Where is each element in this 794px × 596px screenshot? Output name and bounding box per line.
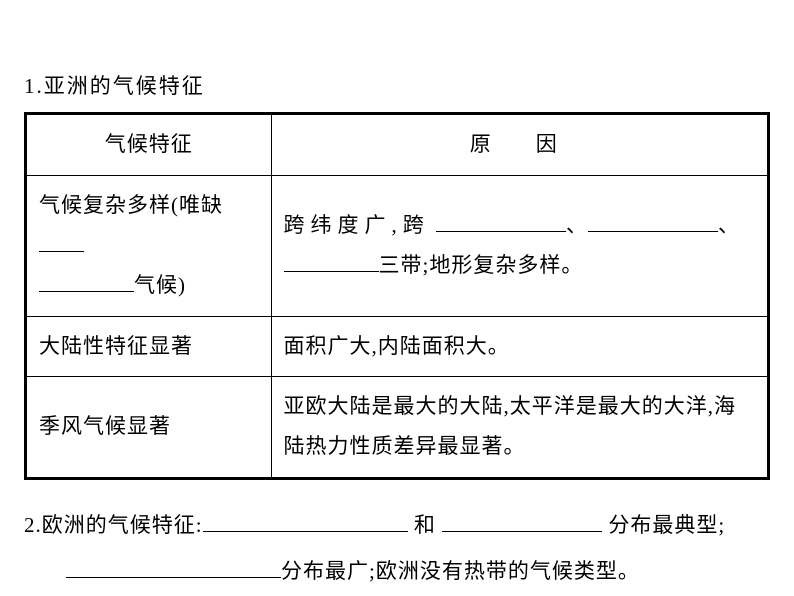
blank-field [588,212,718,232]
reason-cell: 面积广大,内陆面积大。 [271,316,767,377]
feature-text-part1: 气候复杂多样(唯缺 [39,193,223,217]
section2-text-part4: 分布最广;欧洲没有热带的气候类型。 [281,559,640,583]
header-feature: 气候特征 [27,115,272,176]
climate-table: 气候特征 原 因 气候复杂多样(唯缺 气候) 跨纬度广,跨 、 、 三带;地形复杂… [24,112,770,480]
feature-cell: 季风气候显著 [27,377,272,478]
reason-text-part4: 三带;地形复杂多样。 [379,253,584,277]
reason-cell: 亚欧大陆是最大的大陆,太平洋是最大的大洋,海陆热力性质差异最显著。 [271,377,767,478]
section2-paragraph: 2.欧洲的气候特征: 和 分布最典型; 分布最广;欧洲没有热带的气候类型。 [24,502,770,594]
blank-field [436,212,566,232]
reason-text-part1: 跨纬度广,跨 [284,213,430,237]
feature-cell: 大陆性特征显著 [27,316,272,377]
reason-text-part3: 、 [718,213,740,237]
blank-field [442,512,602,532]
table-row: 季风气候显著 亚欧大陆是最大的大陆,太平洋是最大的大洋,海陆热力性质差异最显著。 [27,377,768,478]
reason-text-part2: 、 [566,213,588,237]
section2-text-part3: 分布最典型; [608,513,725,537]
section1-heading: 1.亚洲的气候特征 [24,70,770,100]
blank-field [66,558,281,578]
blank-field [39,272,134,292]
table-row: 气候复杂多样(唯缺 气候) 跨纬度广,跨 、 、 三带;地形复杂多样。 [27,175,768,316]
header-reason: 原 因 [271,115,767,176]
feature-text-part2: 气候) [134,273,186,297]
section2-text-part2: 和 [414,513,436,537]
reason-cell: 跨纬度广,跨 、 、 三带;地形复杂多样。 [271,175,767,316]
blank-field [203,512,408,532]
feature-cell: 气候复杂多样(唯缺 气候) [27,175,272,316]
blank-field [39,232,84,252]
table-header-row: 气候特征 原 因 [27,115,768,176]
table-row: 大陆性特征显著 面积广大,内陆面积大。 [27,316,768,377]
section2-text-part1: 2.欧洲的气候特征: [24,513,203,537]
blank-field [284,252,379,272]
